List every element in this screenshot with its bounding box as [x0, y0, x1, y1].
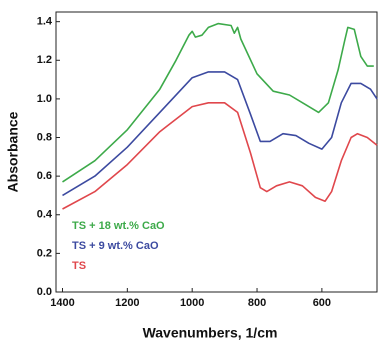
legend-label: TS + 9 wt.% CaO: [72, 240, 159, 252]
y-tick-label: 0.8: [37, 131, 52, 143]
line-series: [62, 102, 378, 210]
x-tick-label: 1400: [50, 297, 74, 309]
x-tick-label: 800: [248, 297, 266, 309]
y-tick-label: 1.4: [37, 16, 53, 28]
line-series: [62, 71, 378, 197]
y-axis-label: Absorbance: [5, 111, 21, 192]
x-axis-label: Wavenumbers, 1/cm: [143, 325, 278, 341]
legend-label: TS + 18 wt.% CaO: [72, 220, 165, 232]
line-series: [62, 22, 374, 183]
plot-frame: [55, 11, 378, 293]
y-tick-label: 1.0: [37, 93, 52, 105]
y-tick-label: 0.0: [37, 286, 52, 298]
x-tick-label: 1000: [180, 297, 204, 309]
y-tick-label: 0.2: [37, 247, 52, 259]
x-tick-label: 600: [313, 297, 331, 309]
legend-label: TS: [72, 260, 86, 272]
y-tick-label: 0.6: [37, 170, 52, 182]
x-tick-label: 1200: [115, 297, 139, 309]
y-tick-label: 1.2: [37, 54, 52, 66]
y-tick-label: 0.4: [37, 209, 53, 221]
